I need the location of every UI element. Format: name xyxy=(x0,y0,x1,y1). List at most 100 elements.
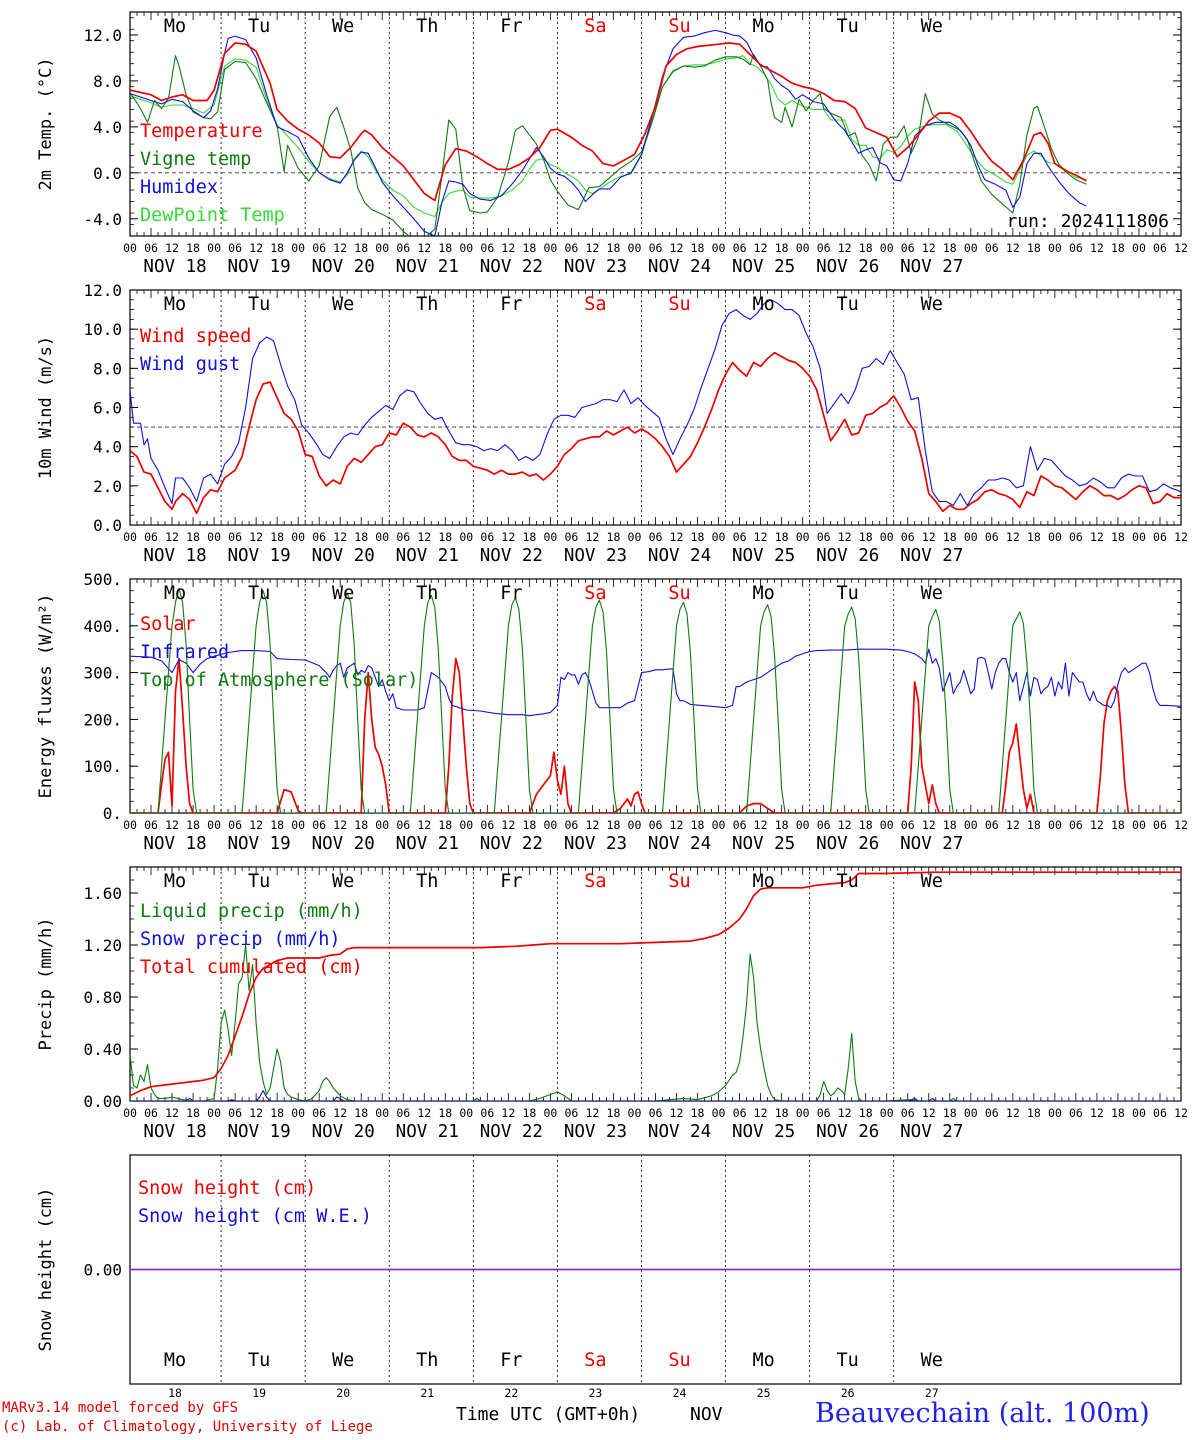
hour-tick-label: 12 xyxy=(922,241,936,255)
hour-tick-label: 06 xyxy=(312,530,326,544)
hour-tick-label: 06 xyxy=(144,1106,158,1120)
hour-tick-label: 18 xyxy=(691,818,705,832)
weekday-label: Sa xyxy=(584,16,606,37)
hour-tick-label: 12 xyxy=(501,241,515,255)
hour-tick-label: 00 xyxy=(459,241,473,255)
hour-tick-label: 06 xyxy=(564,530,578,544)
hour-tick-label: 06 xyxy=(396,530,410,544)
hour-tick-label: 00 xyxy=(1132,241,1146,255)
legend-entry: Temperature xyxy=(140,121,263,142)
hour-tick-label: 06 xyxy=(649,530,663,544)
y-tick-label: 8.0 xyxy=(93,72,122,91)
day-number-label: 27 xyxy=(925,1386,939,1400)
date-label: NOV 23 xyxy=(564,257,627,277)
hour-tick-label: 00 xyxy=(880,530,894,544)
hour-tick-label: 00 xyxy=(459,530,473,544)
hour-tick-label: 06 xyxy=(649,818,663,832)
hour-tick-label: 12 xyxy=(1006,530,1020,544)
series-line-vigne-temp xyxy=(130,53,1087,236)
date-label: NOV 21 xyxy=(396,834,459,854)
hour-tick-label: 12 xyxy=(249,1106,263,1120)
legend-entry: Total cumulated (cm) xyxy=(140,957,363,978)
weekday-label: Su xyxy=(668,294,690,315)
legend-entry: Liquid precip (mm/h) xyxy=(140,901,363,922)
weekday-label: We xyxy=(332,294,354,315)
weekday-label: Mo xyxy=(164,1350,186,1371)
y-tick-label: 8.0 xyxy=(93,359,122,378)
weekday-label: Mo xyxy=(164,16,186,37)
y-tick-label: 0.00 xyxy=(83,1261,122,1280)
hour-tick-label: 12 xyxy=(586,1106,600,1120)
hour-tick-label: 18 xyxy=(943,241,957,255)
series-line-solar xyxy=(130,657,1181,813)
hour-tick-label: 06 xyxy=(649,1106,663,1120)
hour-tick-label: 00 xyxy=(123,818,137,832)
hour-tick-label: 06 xyxy=(144,818,158,832)
weekday-label: Tu xyxy=(248,583,270,604)
panel-frame xyxy=(129,578,1182,814)
hour-tick-label: 18 xyxy=(1111,1106,1125,1120)
legend-entry: Snow height (cm) xyxy=(138,1178,316,1199)
day-number-label: 25 xyxy=(757,1386,771,1400)
hour-tick-label: 00 xyxy=(459,1106,473,1120)
hour-tick-label: 06 xyxy=(1069,1106,1083,1120)
hour-tick-label: 12 xyxy=(754,530,768,544)
hour-tick-label: 12 xyxy=(586,241,600,255)
chart-panel-4: 00 06 12 18 00 06 12 18 00 06 12 18 00 06 12 18 00 06 12 18… xyxy=(36,866,1188,1142)
y-tick-label: 300. xyxy=(83,664,122,683)
date-label: NOV 26 xyxy=(816,834,879,854)
hour-tick-label: 12 xyxy=(501,818,515,832)
hour-tick-label: 12 xyxy=(1090,530,1104,544)
date-label: NOV 18 xyxy=(143,1122,206,1142)
hour-tick-label: 12 xyxy=(754,1106,768,1120)
y-tick-label: 200. xyxy=(83,710,122,729)
hour-tick-label: 00 xyxy=(1132,530,1146,544)
run-label: run: 2024111806 xyxy=(1006,211,1169,232)
legend-entry: Top of Atmosphere (Solar) xyxy=(140,670,418,691)
weekday-label: We xyxy=(332,583,354,604)
hour-tick-label: 12 xyxy=(1174,530,1188,544)
weekday-label: Mo xyxy=(752,294,774,315)
weekday-label: Mo xyxy=(752,16,774,37)
legend-entry: Snow precip (mm/h) xyxy=(140,929,340,950)
weekday-label: Mo xyxy=(752,583,774,604)
hour-tick-label: 12 xyxy=(165,1106,179,1120)
hour-tick-label: 06 xyxy=(1153,530,1167,544)
hour-tick-label: 06 xyxy=(901,530,915,544)
weekday-label: Sa xyxy=(584,871,606,892)
weekday-label: Tu xyxy=(837,871,859,892)
hour-tick-label: 18 xyxy=(186,530,200,544)
weekday-label: Tu xyxy=(837,16,859,37)
weekday-label: Tu xyxy=(248,1350,270,1371)
hour-tick-label: 18 xyxy=(691,530,705,544)
date-label: NOV 19 xyxy=(228,257,291,277)
weekday-label: Tu xyxy=(248,16,270,37)
date-label: NOV 20 xyxy=(312,1122,375,1142)
hour-tick-label: 06 xyxy=(733,241,747,255)
hour-tick-label: 06 xyxy=(480,241,494,255)
weekday-label: We xyxy=(332,16,354,37)
hour-tick-label: 00 xyxy=(123,1106,137,1120)
hour-tick-label: 18 xyxy=(1027,241,1041,255)
hour-tick-label: 00 xyxy=(796,818,810,832)
date-label: NOV 20 xyxy=(312,257,375,277)
weekday-label: Th xyxy=(416,871,438,892)
hour-tick-label: 00 xyxy=(1132,818,1146,832)
hour-tick-label: 06 xyxy=(480,1106,494,1120)
hour-tick-label: 18 xyxy=(859,818,873,832)
hour-tick-label: 12 xyxy=(922,818,936,832)
hour-tick-label: 12 xyxy=(586,530,600,544)
day-number-label: 23 xyxy=(589,1386,603,1400)
date-label: NOV 24 xyxy=(648,834,711,854)
date-label: NOV 24 xyxy=(648,257,711,277)
hour-tick-label: 18 xyxy=(943,1106,957,1120)
weekday-label: Th xyxy=(416,294,438,315)
day-number-label: 26 xyxy=(841,1386,855,1400)
hour-tick-label: 18 xyxy=(1027,1106,1041,1120)
y-tick-label: 500. xyxy=(83,570,122,589)
weekday-label: Su xyxy=(668,583,690,604)
y-tick-label: 1.20 xyxy=(83,936,122,955)
hour-tick-label: 00 xyxy=(628,1106,642,1120)
hour-tick-label: 12 xyxy=(333,1106,347,1120)
